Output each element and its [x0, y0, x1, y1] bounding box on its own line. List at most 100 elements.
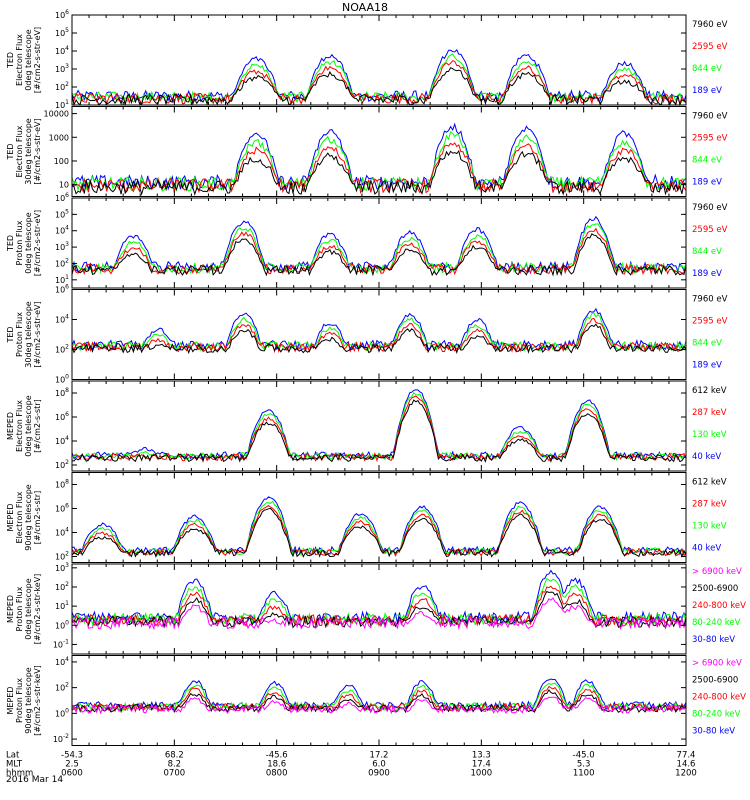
series-line-meped-proton-90deg-4: [71, 678, 687, 711]
legend-entry: 2595 eV: [692, 42, 728, 52]
panel-frame: [71, 289, 687, 380]
legend-entry: > 6900 keV: [692, 659, 742, 669]
panel-meped-proton-0deg: 10-1 100 101 102 103 MEPEDProton Flux0deg tel…: [6, 562, 746, 655]
y-axis-label: TEDProton Flux0deg telescope[#/cm2-s-str…: [6, 210, 42, 276]
y-tick-label-2: 1000: [49, 133, 69, 142]
time-axis-value: 1100: [573, 769, 595, 779]
y-tick-label-0: 101: [55, 99, 69, 110]
series-line-meped-proton-90deg-0: [71, 696, 687, 715]
series-line-meped-electron-0deg-3: [71, 389, 687, 460]
time-axis-value: 68.2: [165, 751, 184, 761]
time-axis-labels: Lat -54.3 68.2 -45.6 17.2 13.3 -45.0 77.4 MLT 2.5…: [6, 751, 697, 779]
time-axis-value: -45.0: [573, 751, 595, 761]
series-line-ted-electron-30deg-2: [71, 130, 687, 193]
y-tick-label-3: 106: [55, 284, 69, 295]
time-axis-value: 77.4: [677, 751, 696, 761]
time-axis-value: 0900: [368, 769, 390, 779]
panel-ted-proton-30deg: 100 102 104 106 TEDProton Flux30deg telescop…: [6, 284, 728, 385]
legend-entry: 7960 eV: [692, 20, 728, 30]
series-line-meped-electron-0deg-2: [71, 391, 687, 461]
legend-entry: 40 keV: [692, 544, 721, 554]
y-axis-label: TEDElectron Flux0deg telescope[#/cm2-s-s…: [6, 27, 42, 93]
legend-entry: 30-80 keV: [692, 727, 735, 737]
legend-entry: 844 eV: [692, 64, 722, 74]
y-tick-label-0: 102: [55, 459, 69, 470]
series-line-ted-proton-30deg-0: [71, 323, 687, 355]
legend-entry: 40 keV: [692, 452, 721, 462]
series-line-ted-electron-30deg-0: [71, 149, 687, 196]
y-tick-label-0: 10: [59, 181, 69, 190]
y-tick-label-4: 105: [55, 208, 69, 219]
time-axis-value: 8.2: [168, 760, 182, 770]
series-line-meped-proton-0deg-4: [71, 569, 687, 625]
y-tick-label-2: 101: [55, 600, 69, 611]
series-line-meped-proton-0deg-0: [71, 597, 687, 631]
time-axis-value: 17.4: [472, 760, 491, 770]
date-label: 2016 Mar 14: [6, 775, 63, 785]
y-axis-label: TEDElectron Flux30deg telescope[#/cm2-s-…: [6, 118, 42, 185]
panel-frame: [71, 655, 687, 746]
legend-entry: 189 eV: [692, 178, 722, 188]
panel-ted-electron-0deg: 101 102 103 104 105 106 TEDElectron Flux0deg t…: [6, 9, 728, 110]
series-line-ted-proton-0deg-0: [71, 233, 687, 277]
legend-entry: 7960 eV: [692, 295, 728, 305]
time-axis-value: 13.3: [472, 751, 491, 761]
y-tick-label-3: 104: [55, 225, 69, 236]
legend-entry: 844 eV: [692, 247, 722, 257]
legend-entry: 844 eV: [692, 156, 722, 166]
y-tick-label-5: 106: [55, 9, 69, 20]
y-axis-label: MEPEDElectron Flux90deg telescope[#/cm2-…: [6, 484, 42, 551]
time-axis-value: 0800: [266, 769, 288, 779]
series-line-meped-electron-0deg-0: [71, 399, 687, 463]
y-tick-label-0: 10-2: [53, 733, 69, 744]
series-line-meped-proton-90deg-3: [71, 682, 687, 712]
time-axis-row-label: Lat: [6, 751, 20, 761]
y-tick-label-4: 105: [55, 27, 69, 38]
y-tick-label-2: 104: [55, 314, 69, 325]
legend-entry: 130 keV: [692, 430, 727, 440]
time-axis-value: 0600: [61, 769, 83, 779]
y-tick-label-3: 108: [55, 479, 69, 490]
panel-meped-electron-90deg: 102 104 106 108 MEPEDElectron Flux90deg tele…: [6, 472, 727, 563]
legend-entry: > 6900 keV: [692, 567, 742, 577]
y-axis-label: TEDProton Flux30deg telescope[#/cm2-s-st…: [6, 301, 42, 368]
legend-entry: 189 eV: [692, 361, 722, 371]
series-line-meped-proton-0deg-2: [71, 585, 687, 628]
series-line-meped-proton-90deg-1: [71, 689, 687, 714]
legend-entry: 240-800 keV: [692, 693, 746, 703]
time-axis-row-label: hhmm: [6, 769, 33, 779]
time-axis-value: -45.6: [266, 751, 288, 761]
time-axis-value: 2.5: [65, 760, 79, 770]
y-tick-label-0: 101: [55, 274, 69, 285]
y-tick-label-5: 106: [55, 192, 69, 203]
y-tick-label-0: 10-1: [53, 638, 69, 649]
time-axis-row-label: MLT: [6, 760, 23, 770]
panel-ted-proton-0deg: 101 102 103 104 105 106 TEDProton Flux0deg tel…: [6, 192, 728, 289]
series-line-ted-proton-30deg-3: [71, 307, 687, 352]
y-tick-label-3: 104: [55, 45, 69, 56]
legend-entry: 287 keV: [692, 500, 727, 510]
legend-entry: 80-240 keV: [692, 710, 741, 720]
time-axis-value: 5.3: [577, 760, 591, 770]
panel-frame: [71, 14, 687, 106]
legend-entry: 2595 eV: [692, 317, 728, 327]
y-tick-label-0: 102: [55, 551, 69, 562]
time-axis-value: 1200: [675, 769, 697, 779]
legend-entry: 7960 eV: [692, 112, 728, 122]
y-tick-label-1: 104: [55, 527, 69, 538]
panel-meped-proton-90deg: 10-2 100 102 104 MEPEDProton Flux90deg teles…: [6, 655, 746, 746]
time-axis-value: 17.2: [370, 751, 389, 761]
time-axis-value: 18.6: [267, 760, 286, 770]
series-line-meped-electron-90deg-0: [71, 507, 687, 558]
legend-entry: 612 keV: [692, 386, 727, 396]
y-axis-label: MEPEDProton Flux0deg telescope[#/cm2-s-s…: [6, 574, 42, 645]
time-axis-value: -54.3: [61, 751, 83, 761]
panel-frame: [71, 472, 687, 563]
y-tick-label-3: 104: [55, 656, 69, 667]
y-tick-label-1: 100: [54, 157, 69, 166]
legend-entry: 2595 eV: [692, 134, 728, 144]
legend-entry: 189 eV: [692, 269, 722, 279]
time-axis-value: 1000: [471, 769, 493, 779]
